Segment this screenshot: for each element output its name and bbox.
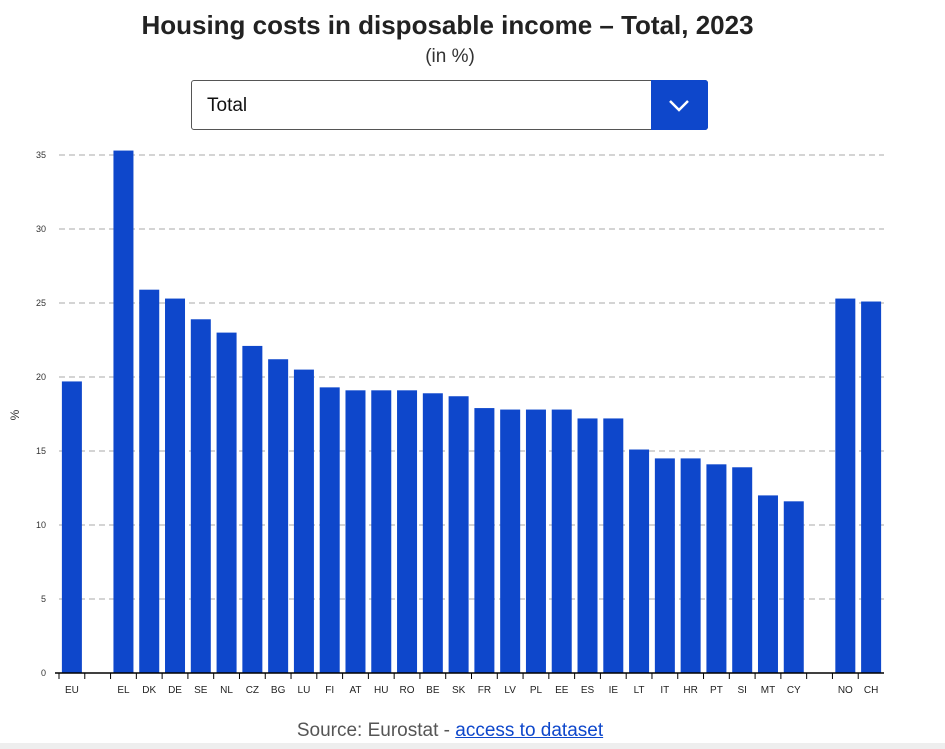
x-tick-label: HU <box>374 685 388 696</box>
bar-it <box>654 458 675 673</box>
bar-ro <box>397 390 418 673</box>
bar-lv <box>500 409 521 673</box>
bar-lu <box>293 369 314 673</box>
x-tick-label: BE <box>426 685 440 696</box>
y-tick-label: 10 <box>36 520 46 530</box>
bar-cy <box>783 501 804 673</box>
x-tick-label: SE <box>194 685 208 696</box>
bar-pt <box>706 464 727 673</box>
category-dropdown[interactable]: Total <box>191 80 708 130</box>
x-tick-label: FI <box>325 685 334 696</box>
bar-be <box>422 393 443 673</box>
bar-hu <box>371 390 392 673</box>
dropdown-toggle-button[interactable] <box>651 80 708 130</box>
x-tick-label: MT <box>761 685 775 696</box>
dropdown-selected-value: Total <box>207 95 248 116</box>
bar-se <box>190 319 211 673</box>
bar-ie <box>603 418 624 673</box>
x-tick-label: CY <box>787 685 801 696</box>
y-tick-label: 35 <box>36 150 46 160</box>
bar-nl <box>216 332 237 673</box>
x-tick-label: PL <box>530 685 543 696</box>
x-tick-label: LT <box>634 685 645 696</box>
chart-subtitle: (in %) <box>425 46 475 67</box>
x-tick-label: AT <box>349 685 361 696</box>
x-tick-label: HR <box>683 685 697 696</box>
x-tick-label: PT <box>710 685 723 696</box>
bar-de <box>165 298 186 673</box>
x-tick-label: CH <box>864 685 878 696</box>
y-axis-label: % <box>8 409 22 420</box>
x-tick-label: LV <box>504 685 516 696</box>
bar-lt <box>629 449 650 673</box>
bar-fi <box>319 387 340 673</box>
dataset-link[interactable]: access to dataset <box>455 720 604 741</box>
bar-es <box>577 418 598 673</box>
x-tick-label: FR <box>478 685 491 696</box>
x-tick-label: EL <box>117 685 130 696</box>
y-tick-label: 15 <box>36 446 46 456</box>
bar-ch <box>861 301 882 673</box>
x-tick-label: RO <box>400 685 415 696</box>
bar-sk <box>448 396 469 673</box>
x-tick-label: SK <box>452 685 466 696</box>
bar-eu <box>61 381 82 673</box>
bar-pl <box>525 409 546 673</box>
source-line: Source: Eurostat - access to dataset <box>0 720 900 742</box>
bar-el <box>113 150 134 673</box>
bar-no <box>835 298 856 673</box>
y-tick-label: 5 <box>41 594 46 604</box>
chevron-down-icon <box>669 100 689 112</box>
bar-bg <box>268 359 289 673</box>
bar-hr <box>680 458 701 673</box>
x-tick-label: IE <box>609 685 619 696</box>
x-tick-label: EU <box>65 685 79 696</box>
x-tick-label: EE <box>555 685 569 696</box>
x-tick-label: BG <box>271 685 286 696</box>
x-tick-label: CZ <box>246 685 259 696</box>
x-tick-label: DE <box>168 685 182 696</box>
x-tick-label: NL <box>220 685 233 696</box>
bar-si <box>732 467 753 673</box>
bar-chart: 0 5 10 15 20 25 30 35% EU EL DK DE SE NL CZ BG LU FI AT HU R… <box>8 150 884 696</box>
chart-title: Housing costs in disposable income – Tot… <box>141 10 754 40</box>
bar-ee <box>551 409 572 673</box>
x-tick-label: IT <box>660 685 669 696</box>
x-tick-label: LU <box>298 685 311 696</box>
x-tick-label: DK <box>142 685 156 696</box>
x-tick-label: SI <box>737 685 746 696</box>
bar-at <box>345 390 366 673</box>
bar-fr <box>474 408 495 673</box>
source-text: Source: Eurostat - <box>296 720 456 741</box>
y-tick-label: 25 <box>36 298 46 308</box>
y-tick-label: 0 <box>41 668 46 678</box>
bar-dk <box>139 289 160 673</box>
bar-mt <box>757 495 778 673</box>
y-tick-label: 30 <box>36 224 46 234</box>
bar-cz <box>242 345 263 673</box>
y-tick-label: 20 <box>36 372 46 382</box>
x-tick-label: ES <box>581 685 595 696</box>
x-tick-label: NO <box>838 685 853 696</box>
bottom-divider <box>0 743 945 749</box>
